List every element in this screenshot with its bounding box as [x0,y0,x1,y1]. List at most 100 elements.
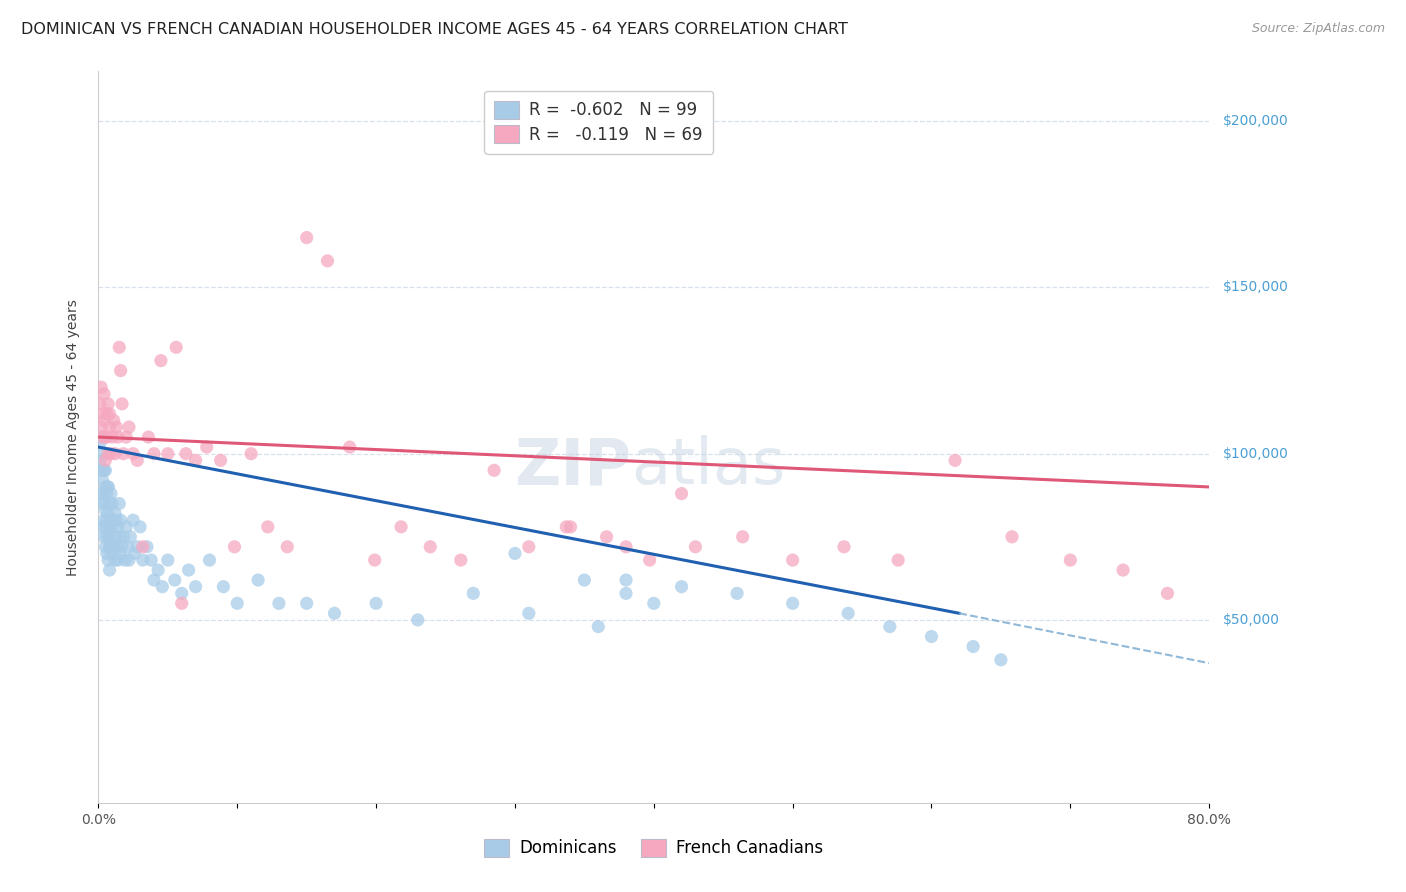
Point [107,520,129,534]
Point [89,436,111,450]
Point [256,520,278,534]
Point [90,486,112,500]
Point [98,563,121,577]
Point [108,497,131,511]
Point [127,540,149,554]
Point [832,540,855,554]
Point [731,530,754,544]
Point [240,447,263,461]
Point [111,397,134,411]
Point [614,573,637,587]
Point [101,430,124,444]
Point [366,596,388,610]
Point [93,513,115,527]
Point [212,580,235,594]
Point [115,430,138,444]
Point [209,453,232,467]
Point [156,447,179,461]
Point [107,430,129,444]
Point [406,613,429,627]
Point [165,340,187,354]
Text: Source: ZipAtlas.com: Source: ZipAtlas.com [1251,22,1385,36]
Point [118,553,141,567]
Text: DOMINICAN VS FRENCH CANADIAN HOUSEHOLDER INCOME AGES 45 - 64 YEARS CORRELATION C: DOMINICAN VS FRENCH CANADIAN HOUSEHOLDER… [21,22,848,37]
Point [89,397,111,411]
Point [560,520,582,534]
Point [90,430,112,444]
Point [136,540,159,554]
Point [93,463,115,477]
Point [725,586,748,600]
Point [170,586,193,600]
Point [195,440,218,454]
Point [150,580,173,594]
Point [94,503,117,517]
Point [685,540,707,554]
Point [103,540,125,554]
Point [94,463,117,477]
Point [91,430,114,444]
Point [782,553,804,567]
Point [105,540,128,554]
Point [1112,563,1135,577]
Point [93,387,115,401]
Point [97,447,120,461]
Point [503,546,526,560]
Point [101,520,124,534]
Point [120,530,142,544]
Point [96,546,118,560]
Point [184,580,207,594]
Point [555,520,578,534]
Point [94,497,117,511]
Point [1059,553,1081,567]
Point [364,553,387,567]
Legend: Dominicans, French Canadians: Dominicans, French Canadians [477,832,831,864]
Point [104,447,127,461]
Point [141,553,163,567]
Point [98,540,121,554]
Point [96,430,118,444]
Point [124,546,146,560]
Point [990,653,1012,667]
Point [170,596,193,610]
Point [143,573,166,587]
Point [100,486,122,500]
Text: $100,000: $100,000 [1223,447,1289,460]
Point [90,420,112,434]
Point [837,607,859,621]
Point [389,520,412,534]
Point [93,413,115,427]
Point [156,553,179,567]
Point [643,596,665,610]
Point [93,530,115,544]
Point [90,463,112,477]
Point [943,453,966,467]
Point [184,453,207,467]
Text: atlas: atlas [631,435,786,498]
Point [115,520,138,534]
Point [100,540,122,554]
Point [91,407,114,421]
Point [108,530,131,544]
Point [97,480,120,494]
Point [517,607,540,621]
Point [1156,586,1178,600]
Point [101,497,124,511]
Point [782,596,804,610]
Point [98,520,121,534]
Point [962,640,984,654]
Point [463,586,485,600]
Point [93,463,115,477]
Point [89,453,111,467]
Point [671,486,693,500]
Point [111,540,134,554]
Point [94,520,117,534]
Point [100,513,122,527]
Point [638,553,661,567]
Text: ZIP: ZIP [515,435,631,498]
Point [114,553,136,567]
Point [149,353,172,368]
Point [671,580,693,594]
Point [97,530,120,544]
Point [93,486,115,500]
